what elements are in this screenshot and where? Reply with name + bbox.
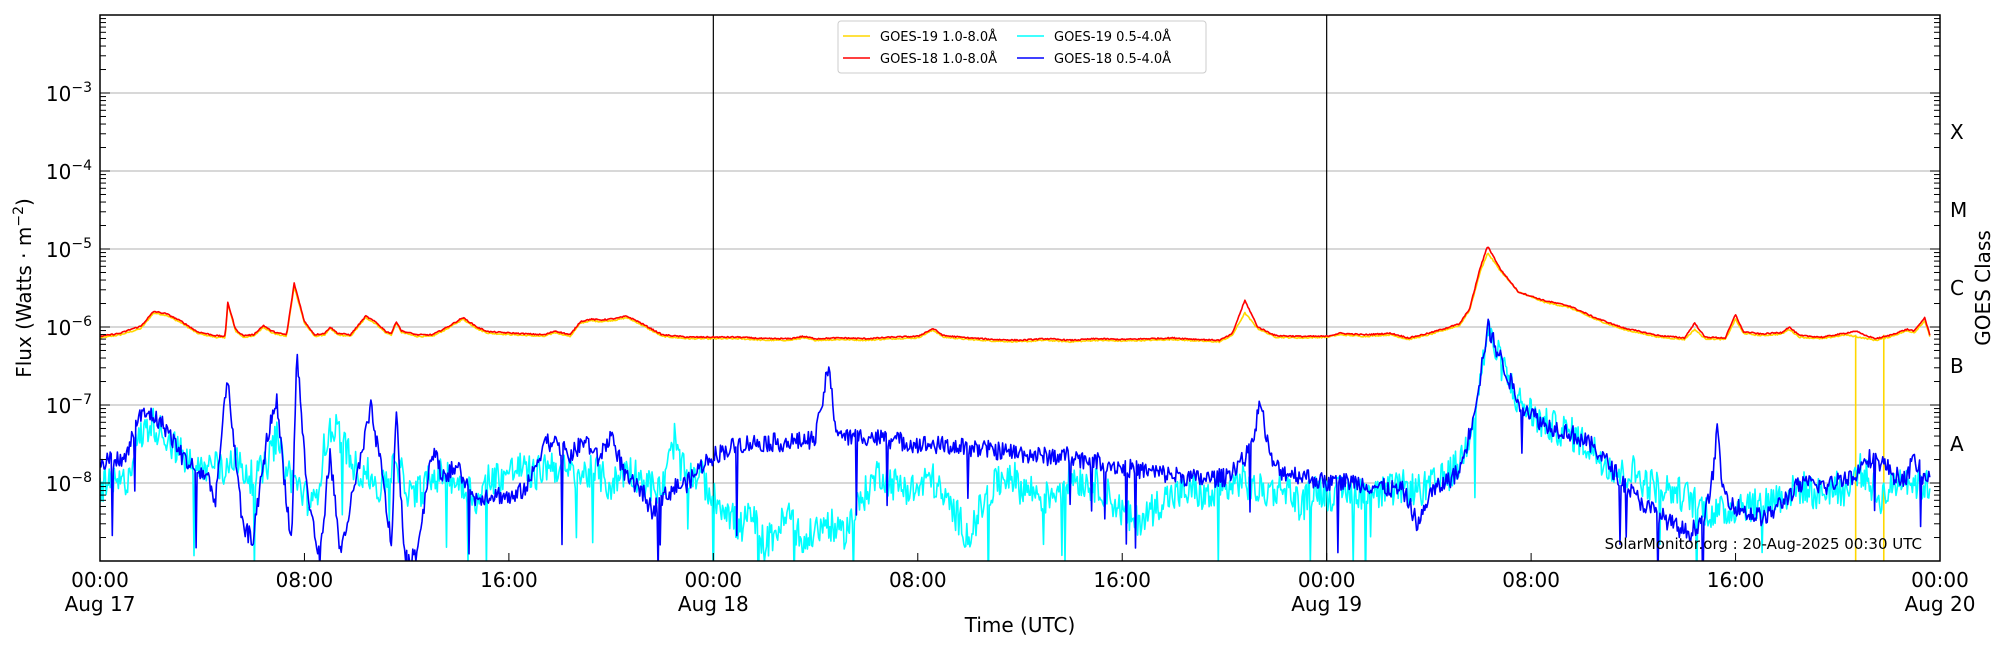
series-line (100, 320, 1931, 561)
x-tick-date-label: Aug 17 (65, 592, 136, 616)
y-tick-label: 10−7 (46, 392, 92, 418)
legend: GOES-19 1.0-8.0Å GOES-18 1.0-8.0Å GOES-1… (837, 20, 1207, 74)
x-tick-label: 00:00 (71, 568, 129, 592)
y-tick-label: 10−4 (46, 158, 92, 184)
data-series (100, 246, 1931, 561)
grid-lines (100, 92, 1940, 484)
x-axis-label: Time (UTC) (964, 613, 1076, 637)
legend-label-goes19-long: GOES-19 1.0-8.0Å (880, 29, 997, 45)
x-tick-date-label: Aug 18 (678, 592, 749, 616)
legend-label-goes19-short: GOES-19 0.5-4.0Å (1054, 29, 1171, 45)
goes-class-label: M (1950, 198, 1967, 222)
y-tick-label: 10−6 (46, 314, 92, 340)
x-tick-label: 08:00 (889, 568, 947, 592)
goes-class-labels: X M C B A (1950, 120, 1967, 456)
day-separators (712, 15, 1328, 561)
legend-label-goes18-short: GOES-18 0.5-4.0Å (1054, 51, 1171, 67)
x-tick-label: 00:00 (1298, 568, 1356, 592)
goes-class-label: B (1950, 354, 1964, 378)
goes-class-label: X (1950, 120, 1964, 144)
y-tick-label: 10−5 (46, 236, 92, 262)
x-tick-label: 16:00 (1707, 568, 1765, 592)
goes-class-label: A (1950, 432, 1964, 456)
x-tick-date-label: Aug 20 (1905, 592, 1976, 616)
x-tick-label: 00:00 (1911, 568, 1969, 592)
y-axis-label-main: Flux (Watts · m (12, 227, 36, 378)
series-line (100, 246, 1931, 342)
x-tick-label: 08:00 (276, 568, 334, 592)
x-tick-label: 00:00 (685, 568, 743, 592)
y-axis-label-exponent: −2 (11, 206, 27, 227)
right-axis-label: GOES Class (1971, 230, 1995, 346)
watermark-annotation: SolarMonitor.org : 20-Aug-2025 00:30 UTC (1605, 535, 1922, 553)
legend-label-goes18-long: GOES-18 1.0-8.0Å (880, 51, 997, 67)
goes-class-label: C (1950, 276, 1964, 300)
series-line (100, 318, 1931, 561)
series-line (100, 252, 1931, 344)
x-tick-label: 16:00 (1093, 568, 1151, 592)
legend-box (837, 20, 1207, 74)
y-axis-label-close: ) (12, 198, 36, 206)
x-tick-date-label: Aug 19 (1291, 592, 1362, 616)
y-axis-label: Flux (Watts · m−2) (11, 198, 36, 378)
plot-frame (99, 14, 1941, 562)
x-tick-label: 08:00 (1502, 568, 1560, 592)
y-tick-label: 10−8 (46, 470, 92, 496)
x-tick-label: 16:00 (480, 568, 538, 592)
y-tick-label: 10−3 (46, 80, 92, 106)
y-axis-ticks: 10−3 10−4 10−5 10−6 10−7 10−8 (46, 18, 1940, 562)
